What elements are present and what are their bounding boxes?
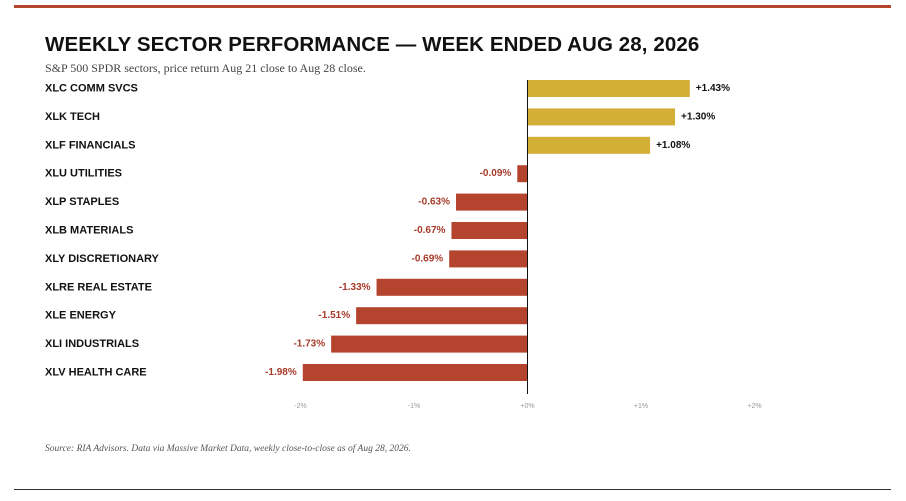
- bar-negative: [455, 193, 528, 211]
- category-label: XLU UTILITIES: [45, 168, 122, 180]
- category-label: XLC COMM SVCS: [45, 83, 138, 95]
- source-note: Source: RIA Advisors. Data via Massive M…: [45, 444, 411, 454]
- value-label: -0.63%: [418, 197, 450, 208]
- category-label: XLRE REAL ESTATE: [45, 281, 152, 293]
- category-label: XLI INDUSTRIALS: [45, 338, 139, 350]
- bar-negative: [376, 278, 528, 296]
- bar-negative: [331, 335, 528, 353]
- x-tick-label: +0%: [520, 403, 534, 410]
- value-label: -0.69%: [411, 253, 443, 264]
- category-label: XLB MATERIALS: [45, 225, 133, 237]
- category-label: XLP STAPLES: [45, 196, 119, 208]
- value-label: +1.08%: [656, 140, 690, 151]
- x-tick-label: -1%: [408, 403, 420, 410]
- category-label: XLE ENERGY: [45, 310, 117, 322]
- top-rule: [14, 5, 891, 8]
- x-tick-label: +2%: [747, 403, 761, 410]
- x-tick-label: -2%: [294, 403, 306, 410]
- bar-positive: [527, 136, 651, 154]
- chart-title: WEEKLY SECTOR PERFORMANCE — WEEK ENDED A…: [45, 33, 700, 56]
- category-label: XLY DISCRETIONARY: [45, 253, 160, 265]
- bar-positive: [527, 108, 676, 126]
- category-label: XLK TECH: [45, 111, 100, 123]
- bar-positive: [527, 80, 690, 97]
- bar-negative: [451, 222, 528, 239]
- value-label: -1.33%: [339, 282, 371, 293]
- bar-negative: [302, 364, 528, 381]
- chart-subtitle: S&P 500 SPDR sectors, price return Aug 2…: [45, 61, 366, 75]
- value-label: -1.51%: [318, 310, 350, 321]
- bar-negative: [517, 165, 528, 183]
- value-label: +1.30%: [681, 111, 715, 122]
- value-label: -0.67%: [414, 225, 446, 236]
- category-label: XLF FINANCIALS: [45, 139, 135, 151]
- value-label: -1.98%: [265, 367, 297, 378]
- category-label: XLV HEALTH CARE: [45, 367, 147, 379]
- value-label: +1.43%: [696, 83, 730, 94]
- value-label: -1.73%: [293, 339, 325, 350]
- bar-negative: [449, 250, 528, 268]
- bottom-rule: [14, 489, 891, 490]
- x-tick-label: +1%: [634, 403, 648, 410]
- bar-negative: [356, 307, 528, 325]
- value-label: -0.09%: [480, 168, 512, 179]
